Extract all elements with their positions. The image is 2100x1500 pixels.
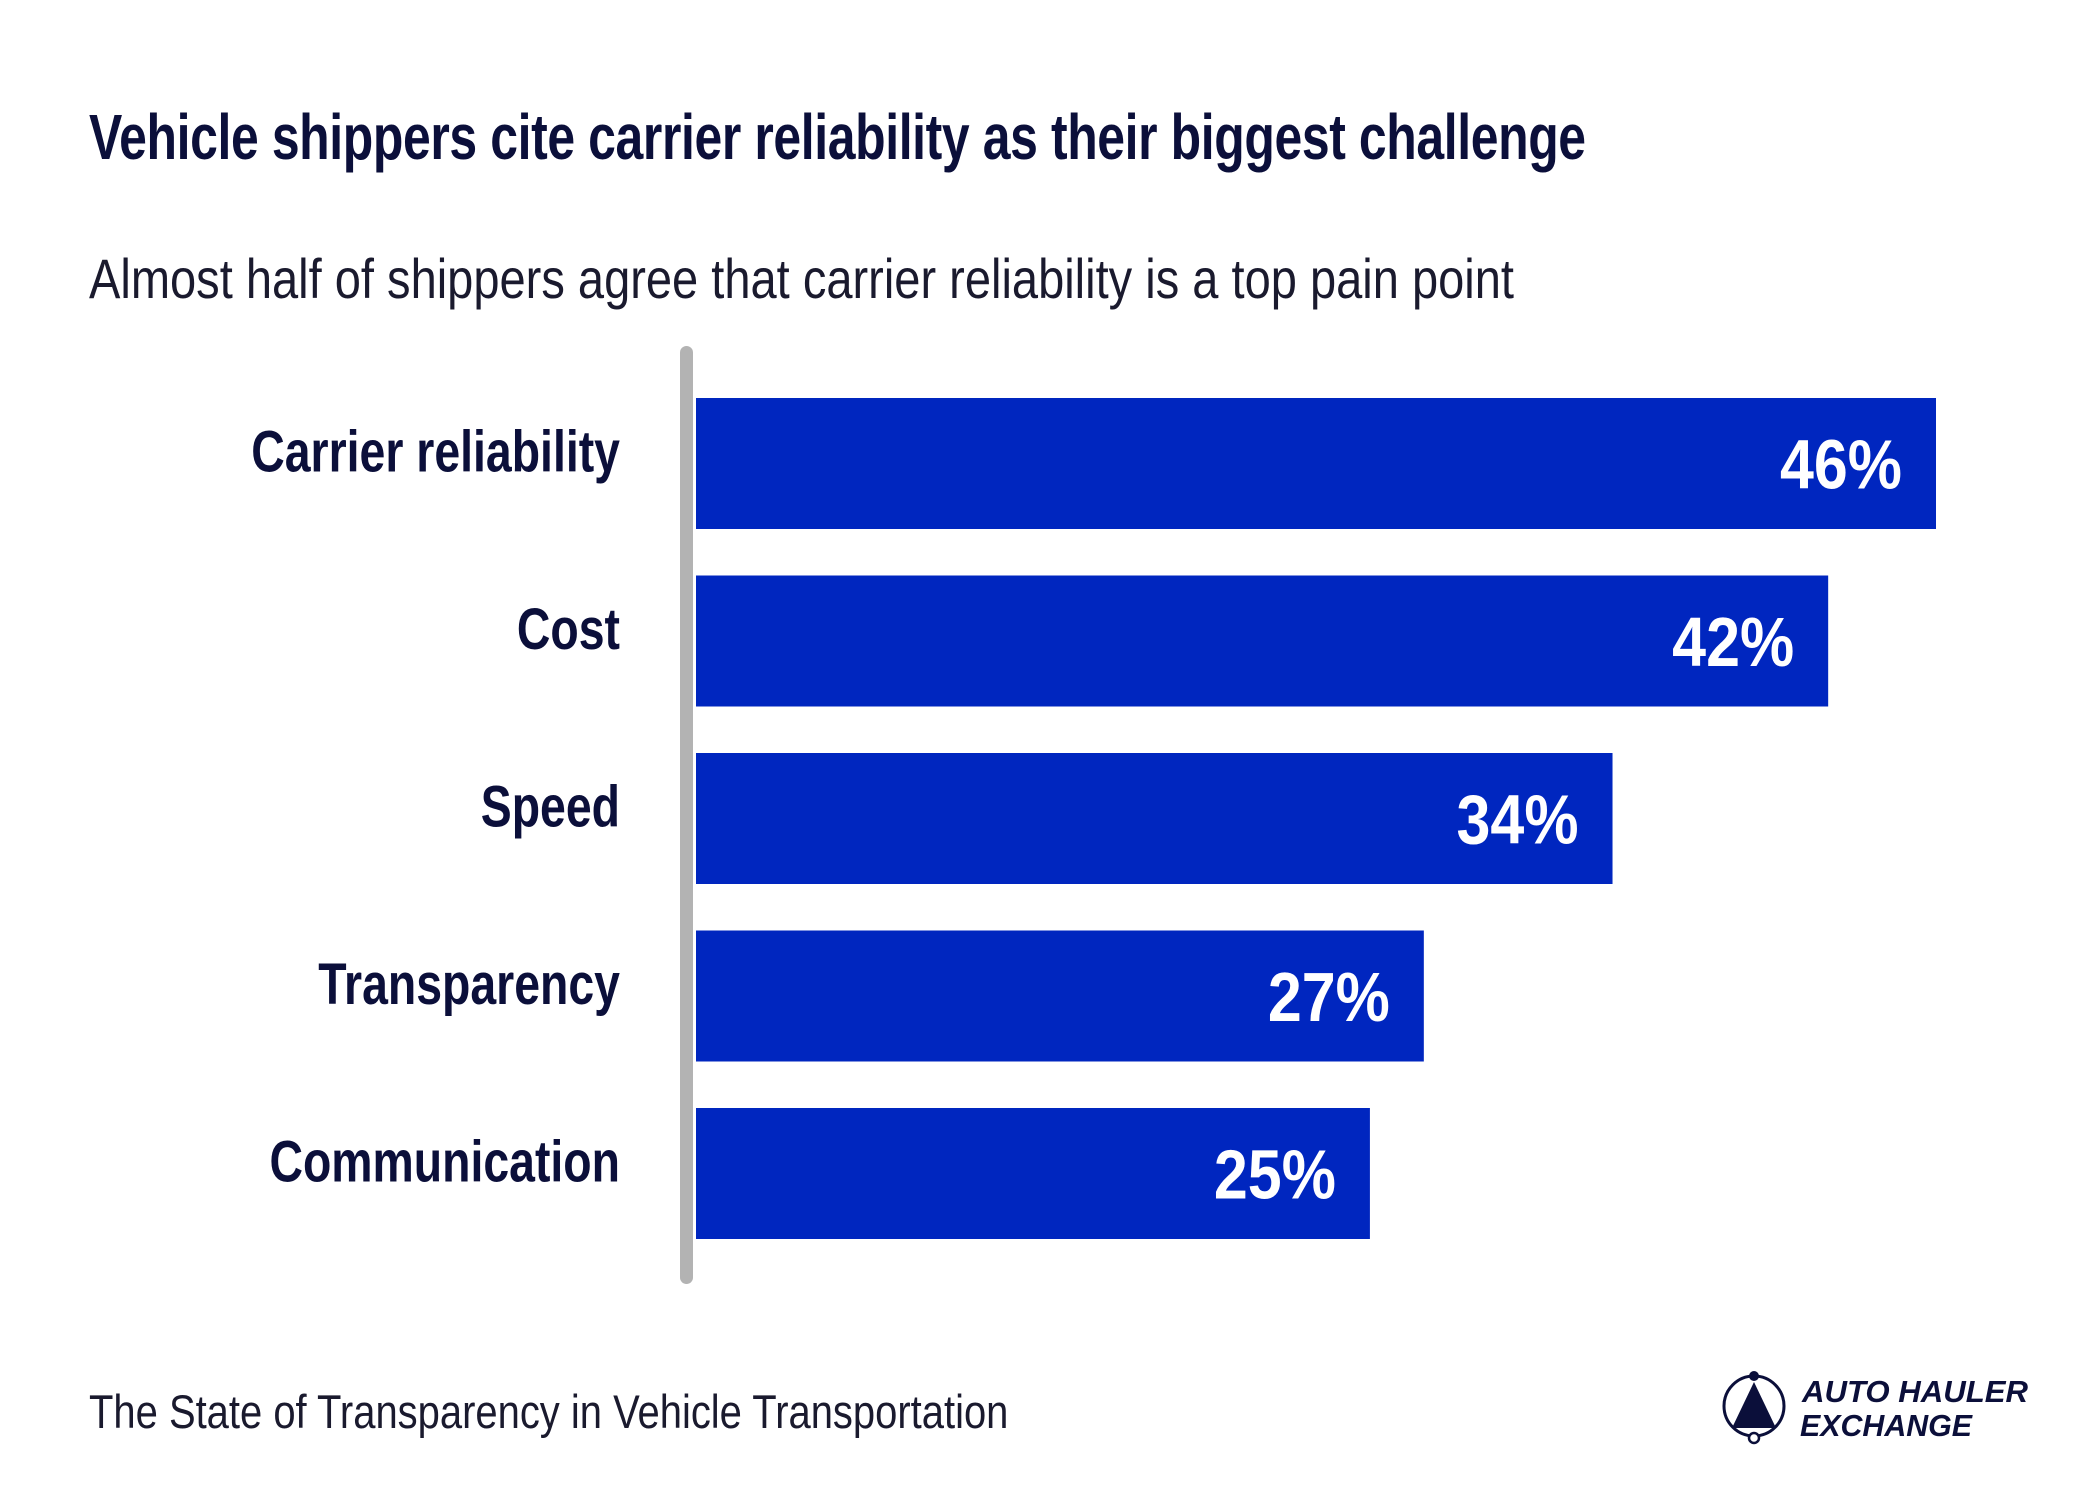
category-label: Transparency — [318, 952, 620, 1017]
y-axis-line — [680, 346, 693, 1284]
bar-transparency — [696, 930, 1424, 1062]
category-label: Carrier reliability — [251, 420, 620, 485]
bar-carrier-reliability — [696, 398, 1936, 529]
category-label: Communication — [269, 1130, 620, 1195]
data-label: 27% — [1268, 958, 1390, 1036]
category-label: Cost — [517, 597, 620, 662]
bar-speed — [696, 753, 1613, 884]
chart-subtitle: Almost half of shippers agree that carri… — [89, 247, 1514, 310]
data-label: 42% — [1672, 603, 1794, 681]
triangle-in-circle-logo-icon — [1722, 1371, 1786, 1445]
category-label: Speed — [481, 775, 620, 840]
bar-communication — [696, 1108, 1370, 1239]
bar-cost — [696, 575, 1829, 707]
data-label: 46% — [1780, 426, 1902, 504]
chart-title: Vehicle shippers cite carrier reliabilit… — [89, 101, 1586, 173]
data-label: 25% — [1214, 1136, 1336, 1214]
source-footer: The State of Transparency in Vehicle Tra… — [89, 1385, 1009, 1438]
auto-hauler-exchange-logo: AUTO HAULER EXCHANGE — [1722, 1371, 2029, 1445]
logo-text-line2: EXCHANGE — [1800, 1408, 1973, 1443]
data-label: 34% — [1457, 781, 1579, 859]
logo-text-line1: AUTO HAULER — [1801, 1374, 2029, 1409]
